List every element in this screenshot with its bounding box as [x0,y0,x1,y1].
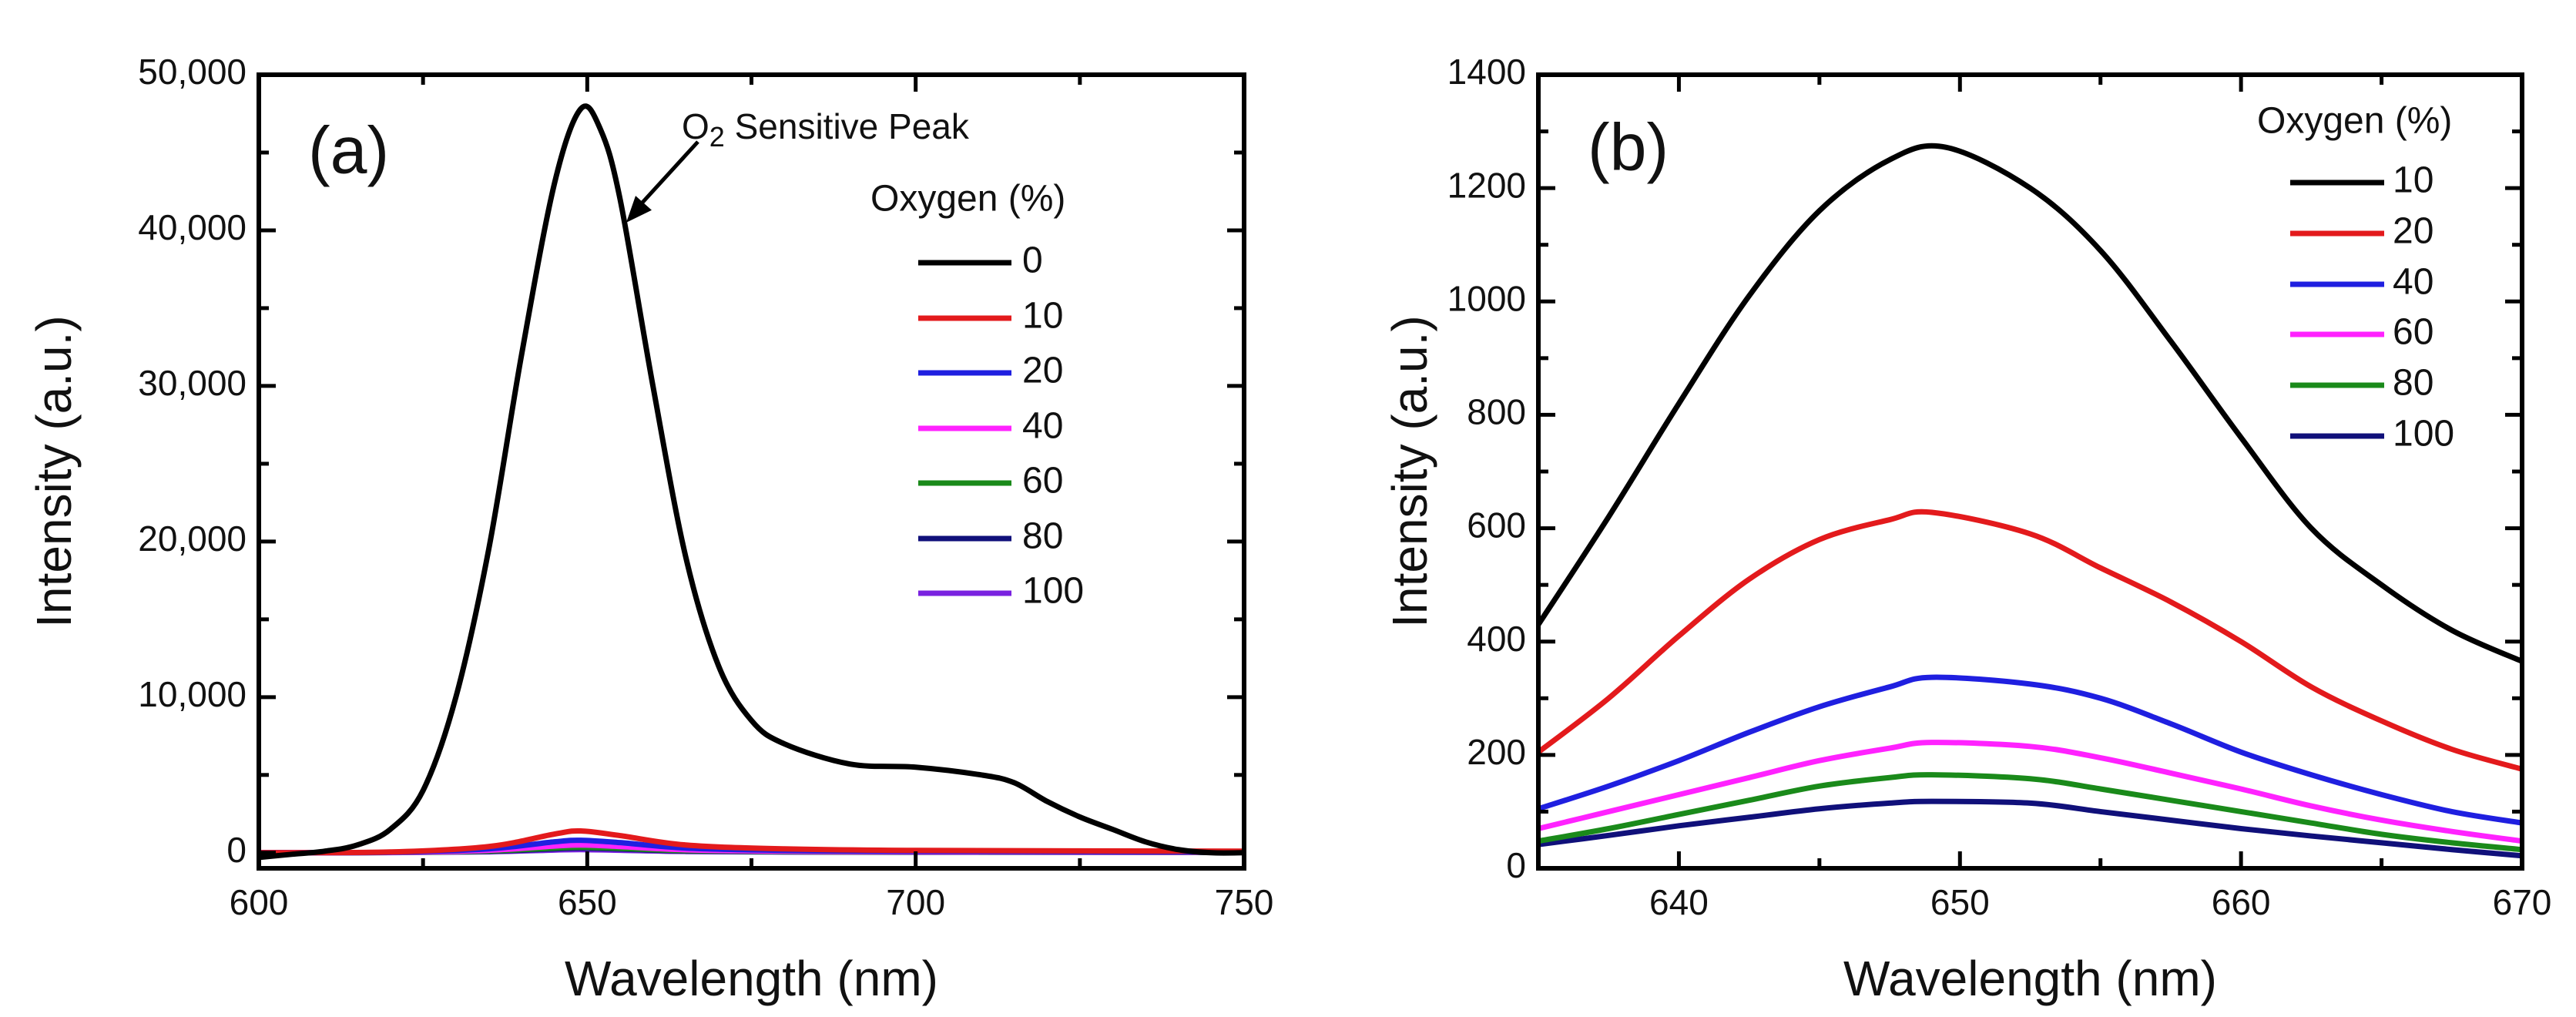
series-line-20 [1538,509,2522,772]
y-tick-label: 0 [1506,845,1526,885]
y-tick-label: 800 [1467,392,1526,432]
series-line-10 [259,827,1244,856]
legend-label-80: 80 [1022,516,1063,557]
x-tick-label: 660 [2212,882,2271,922]
y-tick-label: 1400 [1447,52,1526,92]
annotation-arrow-head-icon [626,196,652,223]
legend: Oxygen (%) 10 20 40 60 80 100 [2257,101,2454,455]
series-line-80 [1538,772,2522,853]
legend-label-40: 40 [1022,406,1063,447]
y-tick-label: 20,000 [138,519,247,559]
y-tick-label: 1200 [1447,165,1526,205]
series-line-0 [259,103,1244,861]
legend-label-60: 60 [1022,461,1063,502]
panel-b: 640 650 660 670 0 200 400 600 800 1000 1200 1400 Wav… [1382,52,2551,1006]
legend-label-20: 20 [1022,351,1063,391]
legend-label-40: 40 [2393,262,2433,303]
legend-label-100: 100 [1022,571,1084,612]
x-axis-title: Wavelength (nm) [1843,951,2217,1006]
y-tick-label: 40,000 [138,207,247,247]
annotation-text-rest: Sensitive Peak [725,106,970,146]
x-axis-title: Wavelength (nm) [565,951,938,1006]
y-tick-label: 50,000 [138,52,247,92]
x-tick-label: 670 [2493,882,2552,922]
legend-label-100: 100 [2393,414,2454,455]
legend: Oxygen (%) 0 10 20 40 60 80 100 [870,179,1084,612]
y-tick-label: 400 [1467,619,1526,659]
series-line-10 [1538,143,2522,664]
y-axis-title: Intensity (a.u.) [1382,315,1437,628]
y-tick-label: 600 [1467,505,1526,545]
series-group [259,103,1244,861]
series-group [1538,143,2522,859]
plot-frame [1536,72,2524,871]
annotation-o2-peak: O2 Sensitive Peak [626,106,970,223]
panel-label: (b) [1588,111,1669,185]
legend-label-0: 0 [1022,240,1043,281]
annotation-text-main: O [682,106,709,146]
y-tick-label: 1000 [1447,278,1526,318]
legend-title: Oxygen (%) [2257,101,2452,142]
legend-label-80: 80 [2393,363,2433,404]
y-tick-label: 10,000 [138,674,247,714]
legend-label-20: 20 [2393,211,2433,252]
legend-label-60: 60 [2393,312,2433,353]
series-line-100 [1538,798,2522,859]
panel-a: 600 650 700 750010,00020,00030,00040,00050,… [26,52,1273,1006]
x-tick-label: 650 [558,882,617,922]
legend-title: Oxygen (%) [870,179,1065,220]
x-tick-label: 640 [1649,882,1709,922]
annotation-arrow-shaft [632,140,699,213]
legend-label-10: 10 [1022,296,1063,337]
y-tick-label: 200 [1467,732,1526,772]
x-tick-label: 650 [1930,882,1990,922]
x-tick-label: 600 [230,882,289,922]
panel-label: (a) [308,114,389,188]
y-axis-title: Intensity (a.u.) [26,315,82,628]
x-tick-label: 750 [1215,882,1274,922]
legend-label-10: 10 [2393,160,2433,201]
y-tick-label: 30,000 [138,363,247,403]
series-line-40 [1538,674,2522,826]
plot-frame [257,72,1246,871]
series-line-60 [1538,740,2522,844]
annotation-text: O2 Sensitive Peak [682,106,970,152]
y-tick-label: 0 [226,830,247,870]
x-tick-label: 700 [886,882,945,922]
annotation-text-sub: 2 [709,121,725,153]
